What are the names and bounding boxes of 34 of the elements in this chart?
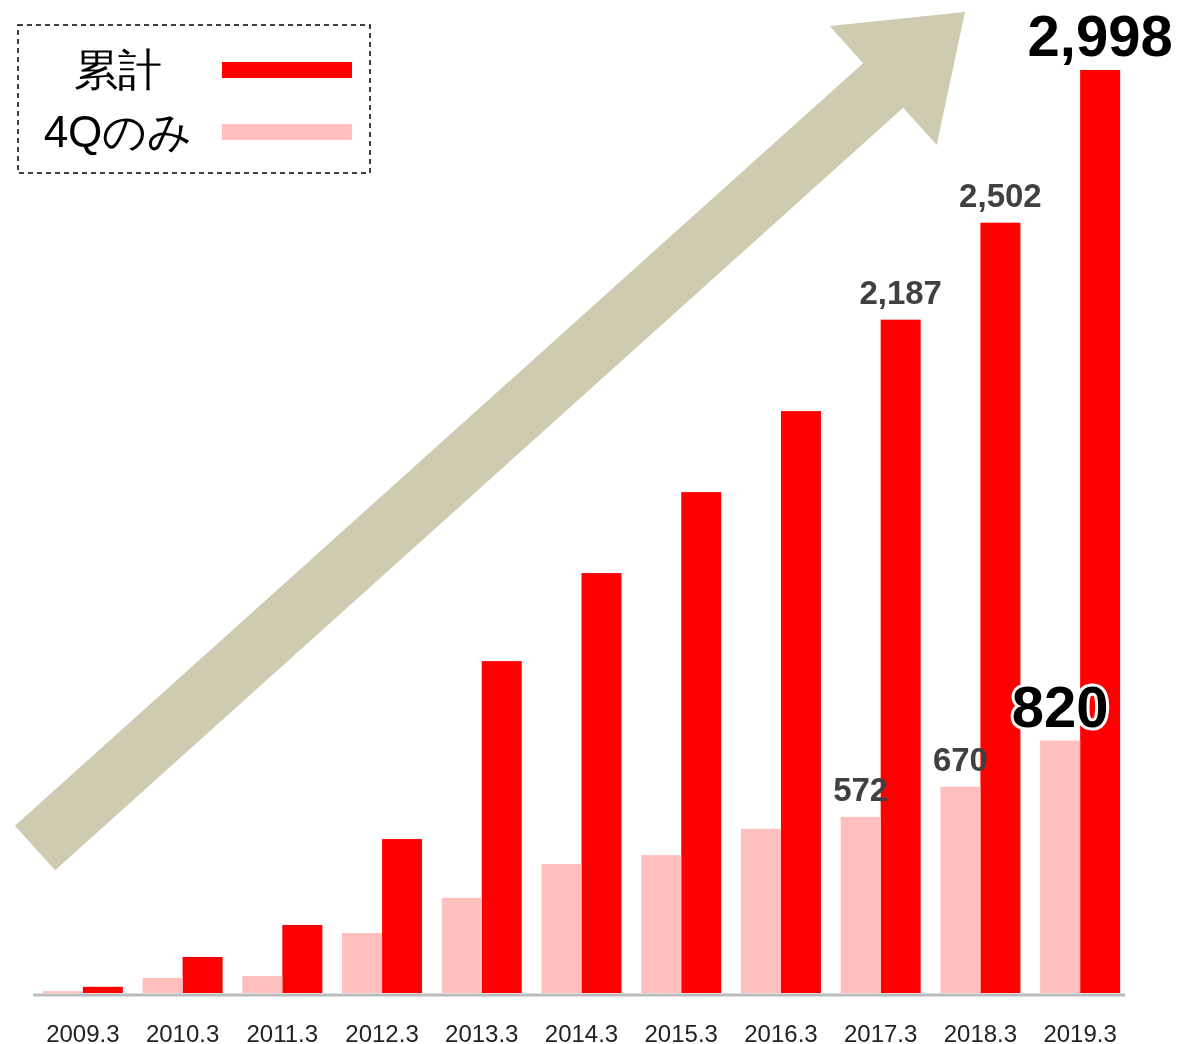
- x-tick-label: 2009.3: [46, 1020, 120, 1044]
- bar: [541, 864, 582, 993]
- x-tick-label: 2013.3: [445, 1020, 519, 1044]
- x-tick-label: 2019.3: [1043, 1020, 1117, 1044]
- bar: [681, 492, 722, 993]
- x-tick-label: 2018.3: [943, 1020, 1018, 1044]
- data-label: 2,187: [859, 273, 942, 311]
- x-tick-label: 2014.3: [544, 1020, 619, 1044]
- bar: [940, 786, 981, 993]
- data-label: 2,502: [959, 176, 1042, 214]
- x-tick-label: 2011.3: [246, 1020, 319, 1044]
- x-tick-label: 2010.3: [145, 1020, 220, 1044]
- bar: [282, 924, 323, 993]
- bar: [142, 977, 183, 993]
- data-label: 2,998: [1027, 3, 1173, 68]
- bar: [242, 976, 283, 993]
- bar: [441, 897, 482, 993]
- bar: [740, 828, 781, 993]
- bar: [641, 855, 682, 993]
- legend-label: 4Qのみ: [43, 107, 193, 156]
- x-tick-label: 2017.3: [843, 1020, 918, 1044]
- x-tick-label: 2016.3: [744, 1020, 818, 1044]
- bar: [581, 573, 622, 993]
- bar: [1040, 740, 1081, 993]
- bar: [780, 411, 821, 993]
- x-tick-label: 2012.3: [345, 1020, 419, 1044]
- bar: [840, 816, 881, 993]
- bar: [382, 839, 423, 993]
- bar: [82, 986, 123, 993]
- legend-label: 累計: [74, 45, 162, 94]
- bar: [481, 661, 522, 993]
- bar: [342, 932, 383, 993]
- x-tick-label: 2015.3: [644, 1020, 718, 1044]
- bar: [182, 956, 223, 993]
